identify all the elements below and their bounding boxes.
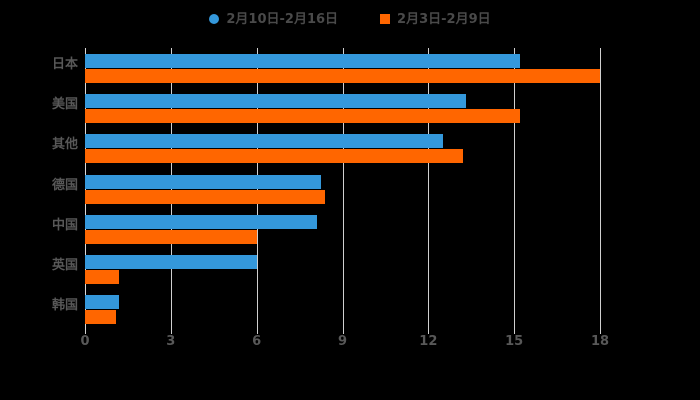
bar-group bbox=[85, 214, 600, 244]
chart-legend: 2月10日-2月16日 2月3日-2月9日 bbox=[0, 8, 700, 30]
x-tickmark-18 bbox=[600, 330, 601, 334]
x-axis-tick-labels: 0 3 6 9 12 15 18 bbox=[80, 330, 609, 354]
bar-group bbox=[85, 295, 600, 325]
bar[interactable] bbox=[85, 295, 120, 310]
bar-group bbox=[85, 93, 600, 123]
y-axis-label-1: 美国 bbox=[51, 96, 78, 112]
y-axis-label-3: 德国 bbox=[51, 177, 78, 193]
y-axis-label-2: 其他 bbox=[51, 137, 78, 153]
y-axis-label-0: 日本 bbox=[51, 56, 78, 72]
legend-item-series-1[interactable]: 2月10日-2月16日 bbox=[209, 8, 338, 30]
bar[interactable] bbox=[85, 68, 600, 83]
x-axis-label-18: 18 bbox=[590, 334, 610, 349]
x-tickmark-6 bbox=[256, 330, 258, 334]
x-axis-label-6: 6 bbox=[252, 334, 262, 349]
x-axis-label-3: 3 bbox=[166, 334, 176, 349]
legend-label-series-2: 2月3日-2月9日 bbox=[397, 11, 491, 27]
legend-marker-square-icon bbox=[380, 14, 391, 24]
x-tickmark-0 bbox=[85, 330, 86, 334]
bar-group bbox=[85, 134, 600, 164]
x-axis-label-0: 0 bbox=[80, 334, 90, 349]
bar[interactable] bbox=[85, 174, 322, 189]
y-axis-label-4: 中国 bbox=[51, 217, 78, 233]
legend-label-series-1: 2月10日-2月16日 bbox=[226, 11, 339, 27]
bar[interactable] bbox=[85, 93, 466, 108]
bar-series-container bbox=[85, 48, 600, 330]
x-tickmark-9 bbox=[342, 330, 344, 334]
bar-group bbox=[85, 53, 600, 83]
bar[interactable] bbox=[85, 189, 326, 204]
y-axis-label-6: 韩国 bbox=[51, 298, 78, 314]
y-axis-category-labels: 日本美国其他德国中国英国韩国 bbox=[0, 48, 78, 330]
plot-area bbox=[85, 48, 601, 330]
legend-marker-circle-icon bbox=[209, 14, 220, 24]
x-tickmark-15 bbox=[514, 330, 516, 334]
legend-item-series-2[interactable]: 2月3日-2月9日 bbox=[380, 8, 491, 30]
x-axis-label-12: 12 bbox=[419, 334, 438, 349]
bar[interactable] bbox=[85, 229, 257, 244]
x-tickmark-12 bbox=[428, 330, 430, 334]
bar[interactable] bbox=[85, 134, 443, 149]
bar[interactable] bbox=[85, 53, 520, 68]
bar[interactable] bbox=[85, 108, 520, 123]
gridline-18 bbox=[600, 48, 601, 330]
bar[interactable] bbox=[85, 255, 257, 270]
bar-group bbox=[85, 174, 600, 204]
bar[interactable] bbox=[85, 149, 463, 164]
x-axis-label-15: 15 bbox=[505, 334, 524, 349]
bar[interactable] bbox=[85, 270, 120, 285]
bar-group bbox=[85, 255, 600, 285]
x-axis-label-9: 9 bbox=[337, 334, 348, 349]
bar[interactable] bbox=[85, 214, 317, 229]
x-tickmark-3 bbox=[170, 330, 172, 334]
y-axis-label-5: 英国 bbox=[51, 258, 78, 274]
bar[interactable] bbox=[85, 310, 117, 325]
